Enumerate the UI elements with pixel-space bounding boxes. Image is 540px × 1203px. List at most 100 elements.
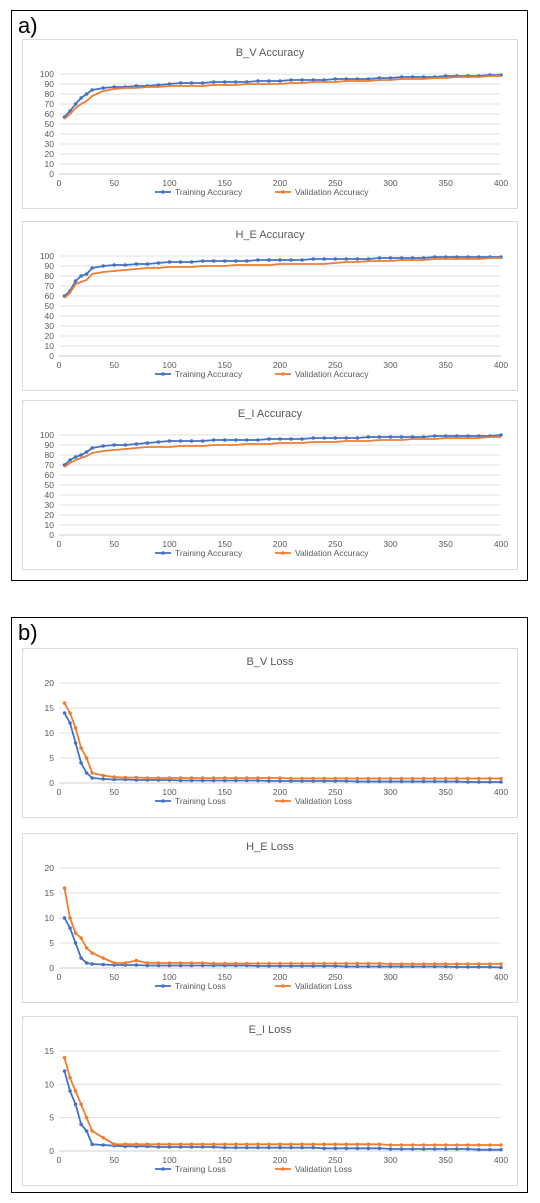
y-tick-label: 70 <box>45 281 55 291</box>
data-point <box>211 1145 216 1149</box>
x-tick-label: 200 <box>273 972 287 982</box>
data-point <box>178 260 183 264</box>
y-tick-label: 0 <box>49 1146 54 1156</box>
data-point <box>399 1143 404 1147</box>
data-point <box>256 964 260 968</box>
x-tick-label: 0 <box>57 787 62 797</box>
data-point <box>90 266 94 270</box>
data-point <box>101 773 105 778</box>
legend-marker <box>281 190 285 194</box>
data-point <box>278 1142 282 1147</box>
data-point <box>477 780 481 784</box>
data-point <box>455 779 459 784</box>
data-point <box>311 961 315 966</box>
data-point <box>421 962 426 966</box>
panel-label-a: a) <box>18 13 38 38</box>
data-point <box>211 1142 216 1147</box>
x-tick-label: 350 <box>439 360 453 370</box>
data-point <box>68 711 72 715</box>
data-point <box>322 1142 327 1147</box>
data-point <box>477 1143 481 1147</box>
data-point <box>234 778 238 783</box>
data-point <box>267 776 271 780</box>
series-line <box>63 1070 501 1151</box>
data-point <box>68 721 72 725</box>
data-point <box>156 83 161 87</box>
y-tick-label: 30 <box>45 500 55 510</box>
data-point <box>79 761 83 765</box>
data-point <box>499 1143 503 1147</box>
data-point <box>178 778 183 783</box>
data-point <box>421 1147 426 1151</box>
data-point <box>388 256 393 260</box>
y-tick-label: 10 <box>45 159 55 169</box>
data-point <box>156 961 161 965</box>
x-tick-label: 0 <box>57 539 62 549</box>
y-tick-label: 50 <box>45 301 55 311</box>
data-point <box>344 779 349 783</box>
data-point <box>167 260 172 264</box>
data-point <box>366 961 371 966</box>
data-point <box>278 961 282 966</box>
x-tick-label: 200 <box>273 539 287 549</box>
data-point <box>466 1143 470 1147</box>
data-point <box>267 79 271 83</box>
data-point <box>322 779 327 783</box>
panel-loss: b) B_V Loss 0 5 10 15 20 0 50 100 150 200 250 300 350… <box>11 617 528 1193</box>
y-tick-label: 0 <box>49 778 54 788</box>
x-tick-label: 50 <box>110 360 120 370</box>
data-point <box>256 778 260 783</box>
data-point <box>399 1147 404 1151</box>
legend-marker <box>161 984 165 988</box>
data-point <box>344 776 349 781</box>
data-point <box>222 1145 227 1150</box>
data-point <box>90 951 94 955</box>
legend-entry: Validation Accuracy <box>295 187 369 197</box>
data-point <box>322 78 327 82</box>
data-point <box>73 455 78 459</box>
data-point <box>289 779 293 783</box>
data-point <box>388 779 393 784</box>
data-point <box>333 779 338 783</box>
y-tick-label: 40 <box>45 129 55 139</box>
data-point <box>178 961 183 965</box>
data-point <box>499 962 503 966</box>
y-tick-label: 0 <box>49 351 54 361</box>
legend-marker <box>281 372 285 376</box>
data-point <box>399 435 404 439</box>
data-point <box>355 257 360 261</box>
legend-entry: Validation Loss <box>295 796 352 806</box>
data-point <box>112 443 117 447</box>
data-point <box>267 779 271 783</box>
data-point <box>344 1146 349 1151</box>
y-tick-label: 60 <box>45 109 55 119</box>
data-point <box>222 80 227 84</box>
data-point <box>355 77 360 81</box>
data-point <box>211 776 216 780</box>
chart-title: E_I Accuracy <box>238 408 303 420</box>
data-point <box>245 1145 249 1150</box>
data-point <box>222 438 227 442</box>
series-line <box>63 887 501 965</box>
legend-entry: Training Accuracy <box>175 369 243 379</box>
data-point <box>466 1147 470 1151</box>
data-point <box>167 439 172 443</box>
data-point <box>289 964 293 968</box>
data-point <box>432 255 437 259</box>
legend-marker <box>281 551 285 555</box>
data-point <box>366 776 371 781</box>
y-tick-label: 20 <box>45 678 55 688</box>
data-point <box>443 255 448 259</box>
data-point <box>189 778 194 783</box>
data-point <box>278 1145 282 1150</box>
data-point <box>222 961 227 966</box>
data-point <box>278 258 282 262</box>
y-tick-label: 0 <box>49 530 54 540</box>
data-point <box>156 776 161 780</box>
data-point <box>134 1142 139 1147</box>
data-point <box>355 961 360 966</box>
data-point <box>455 255 459 259</box>
panel-accuracy: a) B_V Accuracy 0 10 20 30 40 50 60 70 80 90 100 0 50… <box>11 10 528 581</box>
data-point <box>79 936 83 940</box>
